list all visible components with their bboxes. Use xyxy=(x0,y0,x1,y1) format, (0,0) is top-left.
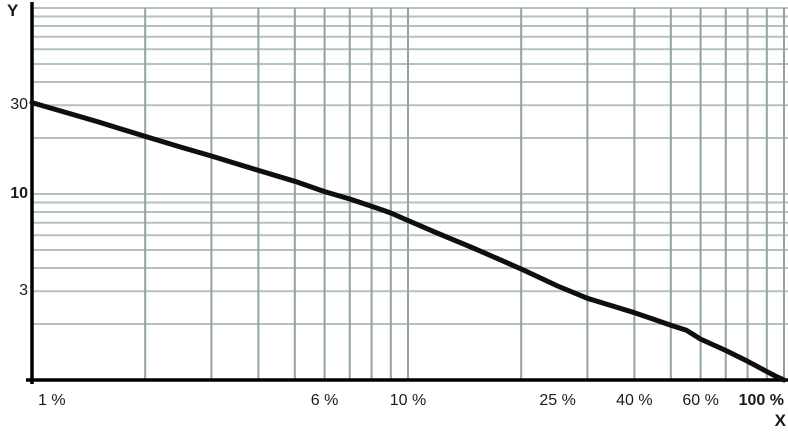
y-axis-title: Y xyxy=(7,1,19,20)
x-tick-label: 10 % xyxy=(389,392,427,409)
x-tick-label: 100 % xyxy=(738,392,784,409)
y-tick-label: 10 xyxy=(10,185,28,202)
x-tick-label: 1 % xyxy=(38,392,66,409)
x-tick-label: 60 % xyxy=(682,392,719,409)
x-tick-label: 40 % xyxy=(616,392,653,409)
x-tick-label: 25 % xyxy=(539,392,576,409)
x-tick-label: 6 % xyxy=(310,392,339,409)
x-axis-title: X xyxy=(774,411,786,430)
y-tick-label: 3 xyxy=(19,282,28,300)
data-curve xyxy=(29,100,787,383)
y-tick-label: 30 xyxy=(10,96,28,114)
